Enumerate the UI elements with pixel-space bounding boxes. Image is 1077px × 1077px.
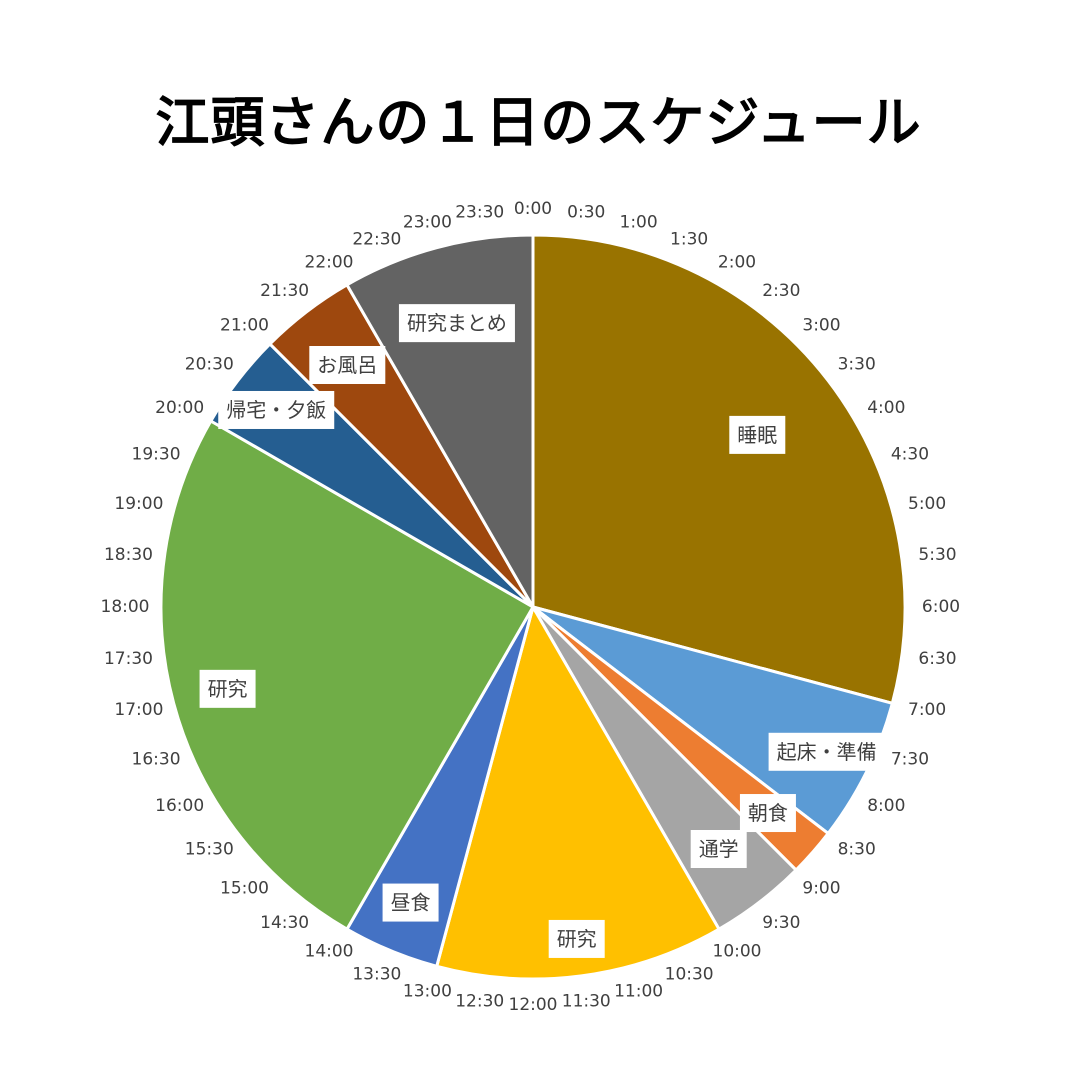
time-tick-label: 18:00	[101, 597, 150, 617]
time-tick-label: 13:00	[403, 981, 452, 1001]
time-tick-label: 0:30	[567, 202, 605, 222]
slice-label-box	[768, 732, 885, 771]
slice-label-box	[199, 669, 256, 708]
slice-label: 研究	[199, 669, 256, 708]
time-tick-label: 4:00	[867, 398, 905, 418]
time-tick-label: 16:00	[155, 796, 204, 816]
time-tick-label: 3:00	[802, 316, 840, 336]
time-tick-label: 13:30	[352, 965, 401, 985]
slice-label-box	[398, 304, 515, 343]
time-tick-label: 17:00	[114, 700, 163, 720]
time-tick-label: 11:30	[562, 992, 611, 1012]
time-tick-label: 9:00	[802, 878, 840, 898]
time-tick-label: 12:00	[509, 995, 558, 1015]
time-tick-label: 14:30	[260, 913, 309, 933]
slice-label-box	[739, 794, 796, 833]
time-tick-label: 20:30	[185, 355, 234, 375]
time-tick-label: 8:30	[838, 839, 876, 859]
time-tick-label: 23:30	[455, 202, 504, 222]
pie-slice	[434, 603, 722, 981]
time-tick-label: 20:00	[155, 398, 204, 418]
slice-label: お風呂	[309, 345, 386, 384]
time-tick-label: 21:30	[260, 281, 309, 301]
time-tick-label: 15:00	[220, 878, 269, 898]
time-tick-label: 12:30	[455, 992, 504, 1012]
chart-title: 江頭さんの１日のスケジュール	[155, 91, 922, 154]
time-tick-label: 2:00	[718, 252, 756, 272]
time-tick-label: 4:30	[891, 445, 929, 465]
time-tick-label: 6:30	[918, 649, 956, 669]
time-tick-label: 10:00	[713, 942, 762, 962]
time-tick-label: 8:00	[867, 796, 905, 816]
slice-label: 睡眠	[729, 415, 786, 454]
time-tick-label: 23:00	[403, 213, 452, 233]
slice-label: 帰宅・夕飯	[218, 390, 335, 429]
pie-slice	[159, 418, 536, 932]
slice-label-box	[548, 919, 605, 958]
time-tick-label: 1:00	[620, 213, 658, 233]
slice-label: 通学	[690, 830, 747, 869]
slice-label-text: 起床・準備	[777, 740, 877, 764]
slice-label-text: 睡眠	[737, 423, 777, 447]
time-tick-label: 22:30	[352, 229, 401, 249]
time-tick-label: 21:00	[220, 316, 269, 336]
time-tick-label: 6:00	[922, 597, 960, 617]
slice-label-text: 昼食	[391, 891, 431, 915]
slice-label-text: 通学	[699, 837, 739, 861]
slice-label-text: 研究まとめ	[407, 311, 507, 335]
slice-label-box	[309, 345, 386, 384]
slice-label-text: 朝食	[748, 801, 788, 825]
time-tick-label: 22:00	[305, 252, 354, 272]
slice-label: 昼食	[382, 883, 439, 922]
time-tick-label: 7:00	[908, 700, 946, 720]
slice-label-text: 帰宅・夕飯	[226, 398, 326, 422]
slice-label-box	[690, 830, 747, 869]
time-tick-label: 7:30	[891, 749, 929, 769]
time-tick-label: 2:30	[762, 281, 800, 301]
slice-label: 起床・準備	[768, 732, 885, 771]
slice-label: 研究	[548, 919, 605, 958]
time-tick-label: 18:30	[104, 545, 153, 565]
slice-label: 研究まとめ	[398, 304, 515, 343]
slice-label-box	[382, 883, 439, 922]
slice-label-box	[218, 390, 335, 429]
slice-label: 朝食	[739, 794, 796, 833]
time-tick-label: 19:00	[114, 494, 163, 514]
time-tick-label: 11:00	[614, 981, 663, 1001]
slice-label-text: 研究	[208, 677, 248, 701]
time-tick-label: 1:30	[670, 229, 708, 249]
time-tick-label: 0:00	[514, 199, 552, 219]
time-tick-label: 5:00	[908, 494, 946, 514]
time-tick-label: 16:30	[132, 749, 181, 769]
time-tick-label: 5:30	[918, 545, 956, 565]
time-tick-label: 14:00	[305, 942, 354, 962]
slice-label-text: お風呂	[317, 353, 377, 377]
time-tick-label: 17:30	[104, 649, 153, 669]
pie-slice	[531, 233, 907, 706]
time-tick-label: 3:30	[838, 355, 876, 375]
slice-label-box	[729, 415, 786, 454]
time-tick-label: 9:30	[762, 913, 800, 933]
slice-label-text: 研究	[557, 927, 597, 951]
time-tick-label: 19:30	[132, 445, 181, 465]
pie-slice	[532, 605, 895, 836]
time-tick-label: 15:30	[185, 839, 234, 859]
time-tick-label: 10:30	[665, 965, 714, 985]
